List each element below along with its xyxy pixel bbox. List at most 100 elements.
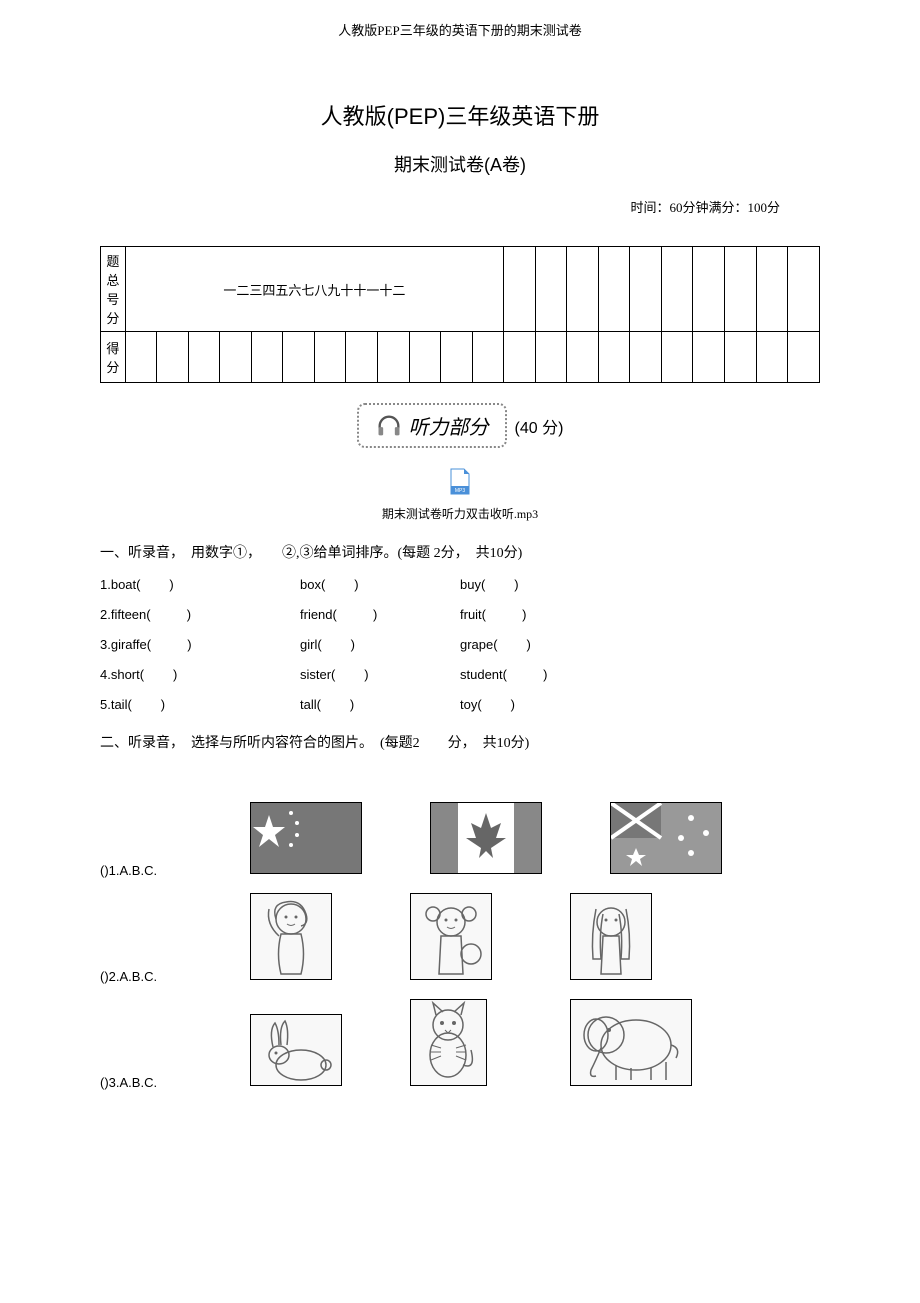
empty-cell xyxy=(251,332,283,383)
section1-title: 一、听录音， 用数字①， ②,③给单词排序。(每题 2分， 共10分) xyxy=(100,542,820,562)
word-row: 5.tail( ) tall( ) toy( ) xyxy=(100,697,820,712)
time-score-meta: 时间：60分钟满分：100分 xyxy=(100,197,780,216)
doc-subtitle: 期末测试卷(A卷) xyxy=(100,151,820,177)
listening-banner: 听力部分 (40 分) xyxy=(300,403,620,448)
empty-cell xyxy=(788,247,820,332)
img-cell xyxy=(570,999,730,1090)
empty-cell xyxy=(598,332,630,383)
empty-cell xyxy=(409,332,441,383)
girl-waving-icon xyxy=(250,893,332,980)
word-row: 1.boat( ) box( ) buy( ) xyxy=(100,577,820,592)
word: short( xyxy=(111,667,144,682)
empty-cell xyxy=(504,247,536,332)
empty-cell xyxy=(661,332,693,383)
img-cell xyxy=(250,802,430,878)
q-label: ()2.A.B.C. xyxy=(100,969,250,984)
q-num: 2. xyxy=(100,607,111,622)
word: friend( xyxy=(300,607,337,622)
empty-cell xyxy=(661,247,693,332)
empty-cell xyxy=(220,332,252,383)
image-row: ()3.A.B.C. xyxy=(100,999,820,1090)
paren: ) xyxy=(522,607,526,622)
numbers-cell: 一二三四五六七八九十十一十二 xyxy=(125,247,504,332)
canada-flag-icon xyxy=(430,802,542,874)
australia-flag-icon xyxy=(610,802,722,874)
q-num: 3. xyxy=(100,637,111,652)
paren: ) xyxy=(350,697,354,712)
word: fifteen( xyxy=(111,607,151,622)
paren: ) xyxy=(161,697,165,712)
num: 一二三四五六七八九十十一十二 xyxy=(223,283,405,298)
word: tail( xyxy=(111,697,132,712)
img-cell xyxy=(610,802,790,878)
word: box( xyxy=(300,577,325,592)
mp3-label: 期末测试卷听力双击收听.mp3 xyxy=(100,505,820,522)
word: buy( xyxy=(460,577,485,592)
empty-cell xyxy=(472,332,504,383)
paren: ) xyxy=(354,577,358,592)
img-cell xyxy=(250,1014,410,1090)
q-num: 5. xyxy=(100,697,111,712)
word: toy( xyxy=(460,697,482,712)
word: giraffe( xyxy=(111,637,151,652)
banner-text: 听力部分 xyxy=(409,411,489,440)
img-cell xyxy=(570,893,730,984)
mp3-block: MP3 期末测试卷听力双击收听.mp3 xyxy=(100,468,820,522)
paren: ) xyxy=(364,667,368,682)
paren: ) xyxy=(514,577,518,592)
cat-icon xyxy=(410,999,487,1086)
word-row: 4.short( ) sister( ) student( ) xyxy=(100,667,820,682)
q-label: ()3.A.B.C. xyxy=(100,1075,250,1090)
empty-cell xyxy=(188,332,220,383)
q-label: ()1.A.B.C. xyxy=(100,863,250,878)
empty-cell xyxy=(756,247,788,332)
paren: ) xyxy=(173,667,177,682)
section2-title: 二、听录音， 选择与所听内容符合的图片。 (每题2 分， 共10分) xyxy=(100,732,820,752)
word: tall( xyxy=(300,697,321,712)
paren: ) xyxy=(543,667,547,682)
img-cell xyxy=(430,802,610,878)
word-row: 3.giraffe( ) girl( ) grape( ) xyxy=(100,637,820,652)
img-cell xyxy=(410,893,570,984)
page-header: 人教版PEP三年级的英语下册的期末测试卷 xyxy=(100,20,820,39)
empty-cell xyxy=(598,247,630,332)
empty-cell xyxy=(346,332,378,383)
section1-rows: 1.boat( ) box( ) buy( ) 2.fifteen( ) fri… xyxy=(100,577,820,712)
q-num: 1. xyxy=(100,577,111,592)
img-cell xyxy=(410,999,570,1090)
paren: ) xyxy=(169,577,173,592)
empty-cell xyxy=(314,332,346,383)
row-label: 得分 xyxy=(101,332,126,383)
empty-cell xyxy=(441,332,473,383)
paren: ) xyxy=(511,697,515,712)
empty-cell xyxy=(725,332,757,383)
banner-score: (40 分) xyxy=(515,414,564,438)
empty-cell xyxy=(756,332,788,383)
paren: ) xyxy=(373,607,377,622)
row-label: 题总号分 xyxy=(101,247,126,332)
empty-cell xyxy=(567,332,599,383)
word: sister( xyxy=(300,667,335,682)
empty-cell xyxy=(125,332,157,383)
q-num: 4. xyxy=(100,667,111,682)
girl-longhair-icon xyxy=(570,893,652,980)
table-row: 题总号分 一二三四五六七八九十十一十二 xyxy=(101,247,820,332)
empty-cell xyxy=(630,247,662,332)
word: student( xyxy=(460,667,507,682)
score-table: 题总号分 一二三四五六七八九十十一十二 得分 xyxy=(100,246,820,383)
empty-cell xyxy=(283,332,315,383)
empty-cell xyxy=(630,332,662,383)
word: girl( xyxy=(300,637,322,652)
empty-cell xyxy=(693,332,725,383)
empty-cell xyxy=(504,332,536,383)
svg-text:MP3: MP3 xyxy=(455,488,466,494)
img-cell xyxy=(250,893,410,984)
image-row: ()1.A.B.C. xyxy=(100,802,820,878)
mp3-file-icon: MP3 xyxy=(448,468,472,496)
headphone-icon xyxy=(375,412,403,440)
china-flag-icon xyxy=(250,802,362,874)
empty-cell xyxy=(725,247,757,332)
doc-title: 人教版(PEP)三年级英语下册 xyxy=(100,99,820,131)
elephant-icon xyxy=(570,999,692,1086)
table-row: 得分 xyxy=(101,332,820,383)
